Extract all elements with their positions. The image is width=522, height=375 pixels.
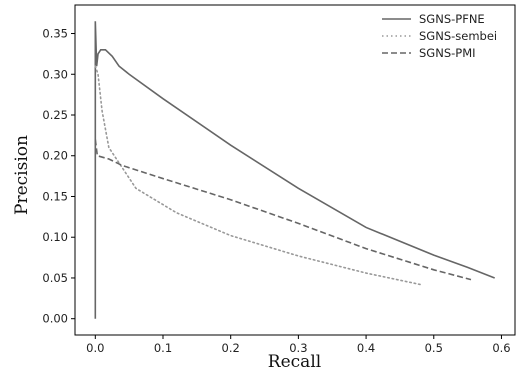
series-line-sgns-pfne: [94, 21, 495, 319]
plot-area: [74, 4, 516, 336]
legend: SGNS-PFNE SGNS-sembei SGNS-PMI: [382, 12, 497, 60]
legend-label: SGNS-PFNE: [419, 12, 485, 26]
y-axis: 0.00 0.05 0.10 0.15 0.20 0.25 0.30 0.35: [42, 27, 75, 326]
x-axis: 0.0 0.1 0.2 0.3 0.4 0.5 0.6: [86, 335, 511, 355]
x-tick-label: 0.2: [222, 341, 240, 355]
x-tick-label: 0.3: [289, 341, 307, 355]
y-tick-label: 0.15: [42, 189, 68, 203]
x-axis-label: Recall: [268, 352, 321, 372]
x-tick-label: 0.0: [86, 341, 104, 355]
y-tick-label: 0.10: [42, 230, 68, 244]
x-tick-label: 0.6: [492, 341, 510, 355]
x-tick-label: 0.1: [154, 341, 172, 355]
y-tick-label: 0.05: [42, 271, 68, 285]
x-tick-label: 0.5: [425, 341, 443, 355]
legend-label: SGNS-PMI: [419, 46, 476, 60]
x-tick-label: 0.4: [357, 341, 375, 355]
series-layer: [94, 21, 495, 319]
y-tick-label: 0.25: [42, 108, 68, 122]
y-tick-label: 0.00: [42, 312, 68, 326]
legend-label: SGNS-sembei: [419, 29, 497, 43]
y-tick-label: 0.20: [42, 149, 68, 163]
y-axis-label: Precision: [12, 135, 32, 215]
y-tick-label: 0.35: [42, 27, 68, 41]
series-line-sgns-sembei: [94, 65, 422, 286]
series-line-sgns-pmi: [94, 139, 472, 281]
y-tick-label: 0.30: [42, 67, 68, 81]
